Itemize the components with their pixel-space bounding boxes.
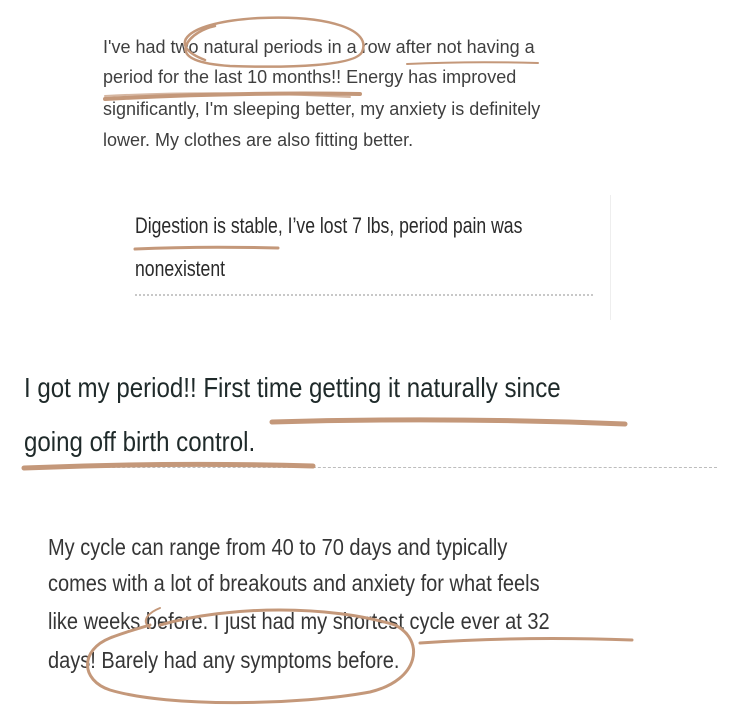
card-border bbox=[610, 195, 611, 320]
testimonial-line: like weeks before. I just had my shortes… bbox=[48, 608, 550, 634]
testimonial-line: significantly, I'm sleeping better, my a… bbox=[103, 99, 541, 119]
testimonial-line: nonexistent bbox=[135, 256, 226, 281]
testimonial-line: going off birth control. bbox=[24, 426, 256, 457]
underline-annotation bbox=[133, 245, 280, 251]
testimonial-line: days! Barely had any symptoms before. bbox=[48, 647, 400, 673]
underline-annotation bbox=[269, 417, 628, 427]
testimonial-line: period for the last 10 months!! Energy h… bbox=[103, 67, 517, 87]
testimonial-line: lower. My clothes are also fitting bette… bbox=[103, 130, 414, 150]
underline-annotation bbox=[418, 637, 634, 645]
testimonial-line: I've had two natural periods in a row af… bbox=[103, 37, 535, 57]
underline-annotation bbox=[104, 92, 351, 98]
dotted-divider bbox=[135, 294, 593, 296]
dashed-divider bbox=[22, 467, 717, 468]
testimonial-line: I got my period!! First time getting it … bbox=[24, 372, 561, 403]
testimonial-line: Digestion is stable, I’ve lost 7 lbs, pe… bbox=[135, 213, 523, 238]
testimonial-line: My cycle can range from 40 to 70 days an… bbox=[48, 534, 508, 560]
underline-annotation bbox=[406, 61, 539, 65]
testimonial-line: comes with a lot of breakouts and anxiet… bbox=[48, 570, 540, 596]
